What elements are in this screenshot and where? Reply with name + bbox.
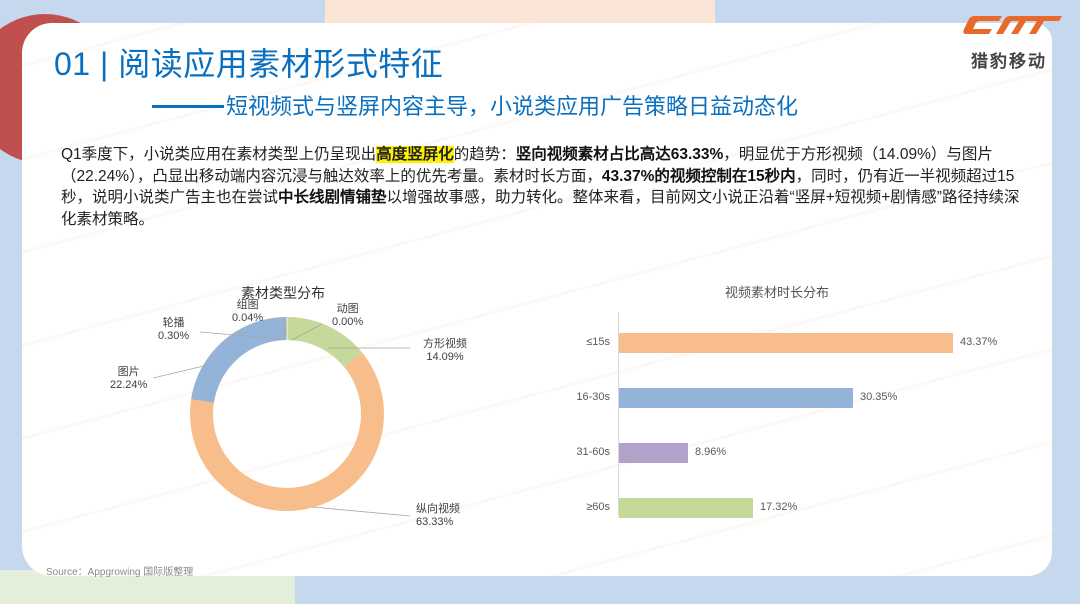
summary-highlight: 高度竖屏化 bbox=[376, 146, 454, 163]
bar-category: 31-60s bbox=[576, 446, 610, 458]
summary-bold: 竖向视频素材占比高达63.33% bbox=[515, 146, 724, 163]
bar-value: 43.37% bbox=[960, 336, 998, 348]
content-card: 01 | 阅读应用素材形式特征 短视频式与竖屏内容主导，小说类应用广告策略日益动… bbox=[22, 23, 1052, 576]
donut-label-zongxiang: 纵向视频 63.33% bbox=[416, 503, 460, 528]
source-note: Source：Appgrowing 国际版整理 bbox=[46, 567, 194, 578]
bar-16-30s bbox=[619, 388, 853, 408]
summary-paragraph: Q1季度下，小说类应用在素材类型上仍呈现出高度竖屏化的趋势：竖向视频素材占比高达… bbox=[61, 144, 1021, 230]
bar-category: 16-30s bbox=[576, 391, 610, 403]
bar-value: 17.32% bbox=[760, 501, 798, 513]
bar-chart-axis bbox=[618, 312, 619, 516]
bar-value: 8.96% bbox=[695, 446, 727, 458]
bar-value: 30.35% bbox=[860, 391, 898, 403]
summary-text: 的趋势： bbox=[453, 146, 516, 163]
bar-31-60s bbox=[619, 443, 688, 463]
page-subtitle: 短视频式与竖屏内容主导，小说类应用广告策略日益动态化 bbox=[152, 89, 798, 121]
donut-label-tupian: 图片 22.24% bbox=[110, 366, 148, 391]
donut-label-zutu: 组图 0.04% bbox=[232, 299, 264, 324]
summary-bold: 中长线剧情铺垫 bbox=[278, 189, 387, 206]
donut-chart-title: 素材类型分布 bbox=[241, 286, 325, 302]
bar-chart-title: 视频素材时长分布 bbox=[725, 286, 830, 301]
summary-bold: 43.37%的视频控制在15秒内 bbox=[601, 167, 796, 185]
bar-le15s bbox=[619, 333, 953, 353]
donut-label-dongtu: 动图 0.00% bbox=[332, 303, 364, 328]
bar-ge60s bbox=[619, 498, 753, 518]
summary-text: 以增强故事感，助力转化。整体来看，目前网文小说正沿着“竖屏+短视频+剧情感”路径… bbox=[61, 189, 1020, 228]
summary-text: ，明显优于方形视频（14.09%）与图片（22.24%），凸显出移动端内容沉浸与… bbox=[61, 146, 993, 185]
cheetah-mobile-logo-icon bbox=[963, 16, 1062, 34]
subtitle-dash bbox=[152, 104, 224, 108]
page-title: 01 | 阅读应用素材形式特征 bbox=[54, 46, 444, 82]
logo-text: 猎豹移动 bbox=[971, 52, 1047, 72]
summary-text: ，同时，仍有近一半视频超过15秒，说明小说类广告主也在尝试 bbox=[61, 167, 1015, 207]
bar-category: ≤15s bbox=[586, 336, 610, 348]
bar-category: ≥60s bbox=[586, 501, 610, 513]
donut-label-fangxing: 方形视频 14.09% bbox=[423, 338, 467, 363]
summary-text: Q1季度下，小说类应用在素材类型上仍呈现出 bbox=[61, 146, 377, 163]
donut-label-lunbo: 轮播 0.30% bbox=[158, 317, 190, 342]
subtitle-text: 短视频式与竖屏内容主导，小说类应用广告策略日益动态化 bbox=[226, 94, 799, 119]
